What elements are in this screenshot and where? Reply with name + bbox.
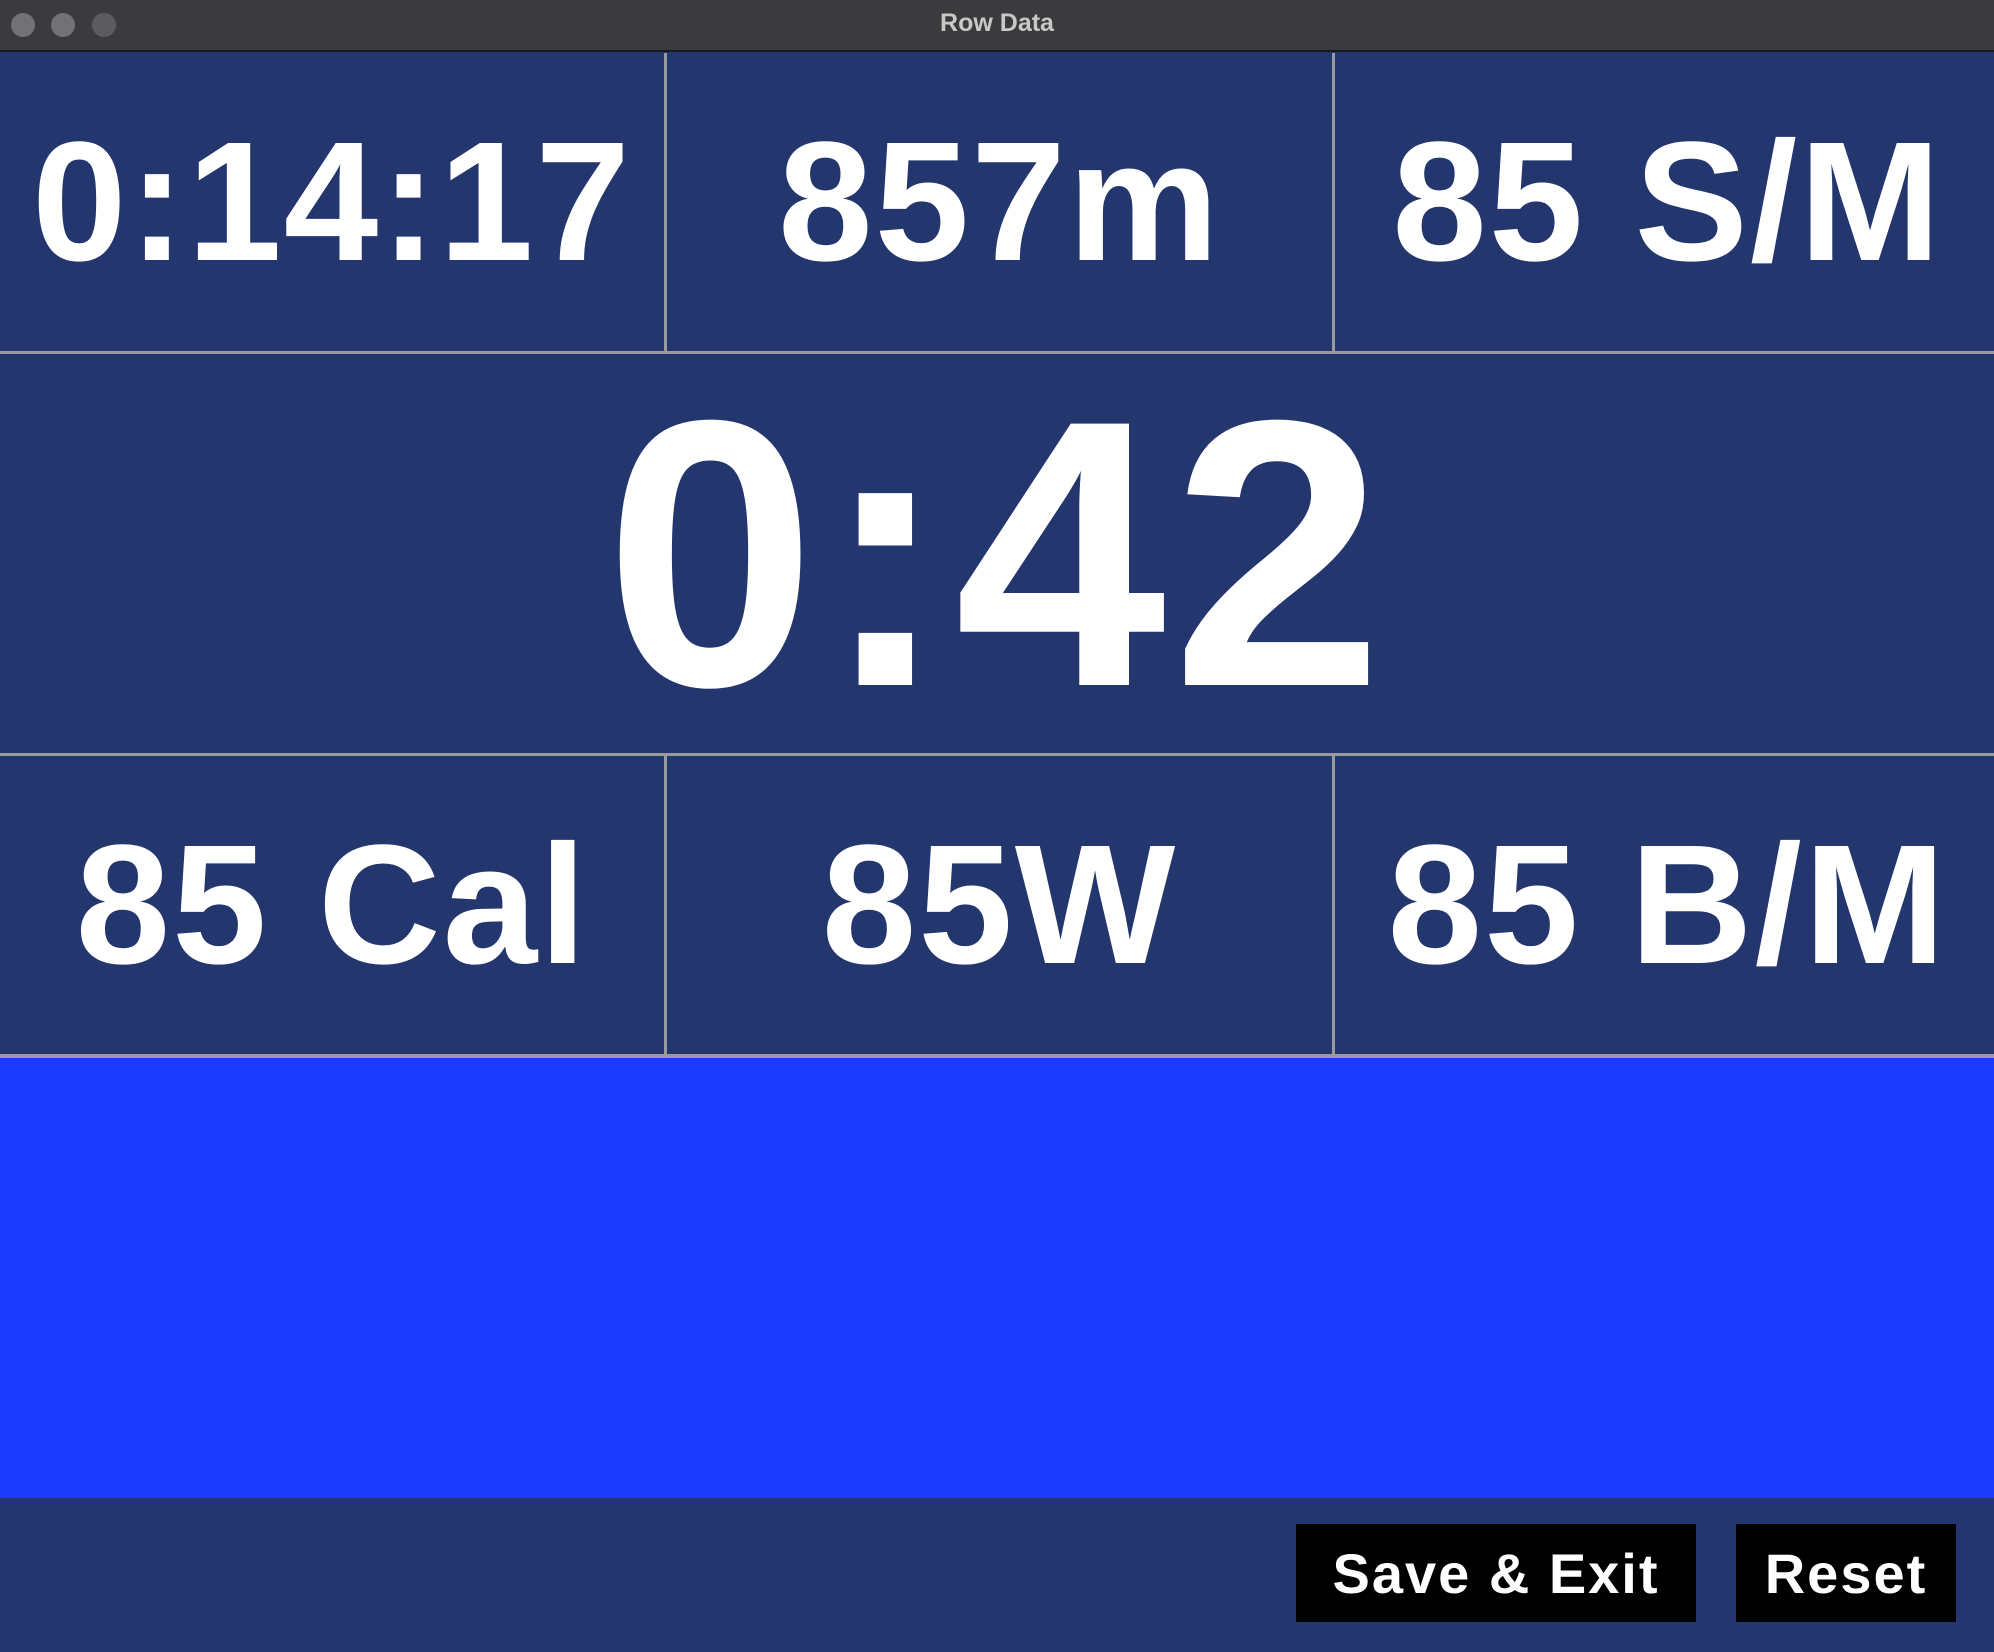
title-bar: Row Data [0,0,1994,52]
close-window-button[interactable] [11,13,35,37]
heart-rate-value: 85 B/M [1387,810,1948,1000]
save-exit-button[interactable]: Save & Exit [1296,1524,1696,1622]
distance-value: 857m [778,107,1221,297]
power-value: 85W [821,810,1178,1000]
divider [0,351,1994,354]
reset-button[interactable]: Reset [1736,1524,1956,1622]
zoom-window-button[interactable] [92,13,116,37]
stroke-rate-value: 85 S/M [1392,107,1943,297]
graph-area [0,1058,1994,1498]
divider [1332,756,1335,1054]
calories-value: 85 Cal [75,810,589,1000]
pace-value: 0:42 [604,341,1390,766]
elapsed-time-value: 0:14:17 [32,107,632,297]
window-title: Row Data [940,9,1054,37]
minimize-window-button[interactable] [51,13,75,37]
footer-bar: Save & Exit Reset [0,1498,1994,1652]
divider [664,756,667,1054]
divider [664,53,667,351]
top-metrics-row: 0:14:17 857m 85 S/M [0,53,1994,351]
divider [0,753,1994,756]
bottom-metrics-row: 85 Cal 85W 85 B/M [0,756,1994,1054]
divider [0,1054,1994,1058]
divider [1332,53,1335,351]
